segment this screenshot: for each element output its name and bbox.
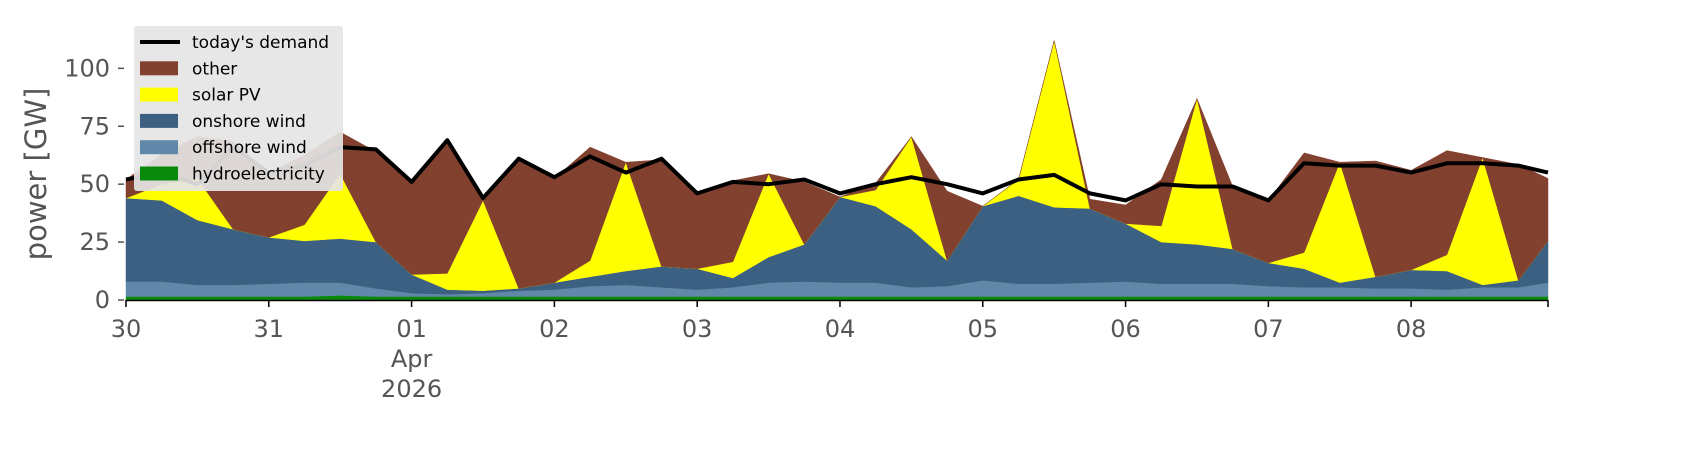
x-tick-label: 01 [396,315,427,343]
x-tick-label: 05 [967,315,998,343]
line-todays-demand [125,138,1549,203]
y-tick-label: 0 [95,286,110,314]
legend-label-today-s-demand: today's demand [192,33,329,53]
legend: today's demand other solar PV onshore wind o… [134,26,343,191]
legend-label-solar-pv: solar PV [192,86,261,106]
legend-swatch-solar-pv [140,87,178,102]
y-tick-label: 50 [79,170,110,198]
y-tick-label: 75 [79,112,110,140]
legend-label-other: other [192,59,237,79]
legend-swatch-onshore-wind [140,113,178,128]
legend-swatch-offshore-wind [140,140,178,155]
x-tick-label: 04 [825,315,856,343]
legend-swatch-other [140,61,178,76]
y-tick-label: 25 [79,228,110,256]
x-tick-year-label: 2026 [381,375,442,403]
legend-label-hydroelectricity: hydroelectricity [192,165,325,185]
y-axis-label: power [GW] [19,88,53,261]
x-tick-label: 06 [1110,315,1141,343]
x-tick-label: 03 [682,315,713,343]
stacked-areas [125,40,1549,301]
x-tick-label: 30 [111,315,142,343]
x-tick-label: 31 [254,315,285,343]
x-tick-label: 07 [1253,315,1284,343]
x-tick-label: 02 [539,315,570,343]
demand-line-group [125,138,1549,203]
y-tick-label: 100 [64,54,110,82]
legend-label-onshore-wind: onshore wind [192,112,306,132]
legend-frame [134,26,343,191]
x-tick-month-label: Apr [391,345,433,373]
area-other [125,40,1549,289]
legend-label-offshore-wind: offshore wind [192,138,307,158]
x-tick-label: 08 [1396,315,1427,343]
legend-swatch-hydroelectricity [140,166,178,181]
